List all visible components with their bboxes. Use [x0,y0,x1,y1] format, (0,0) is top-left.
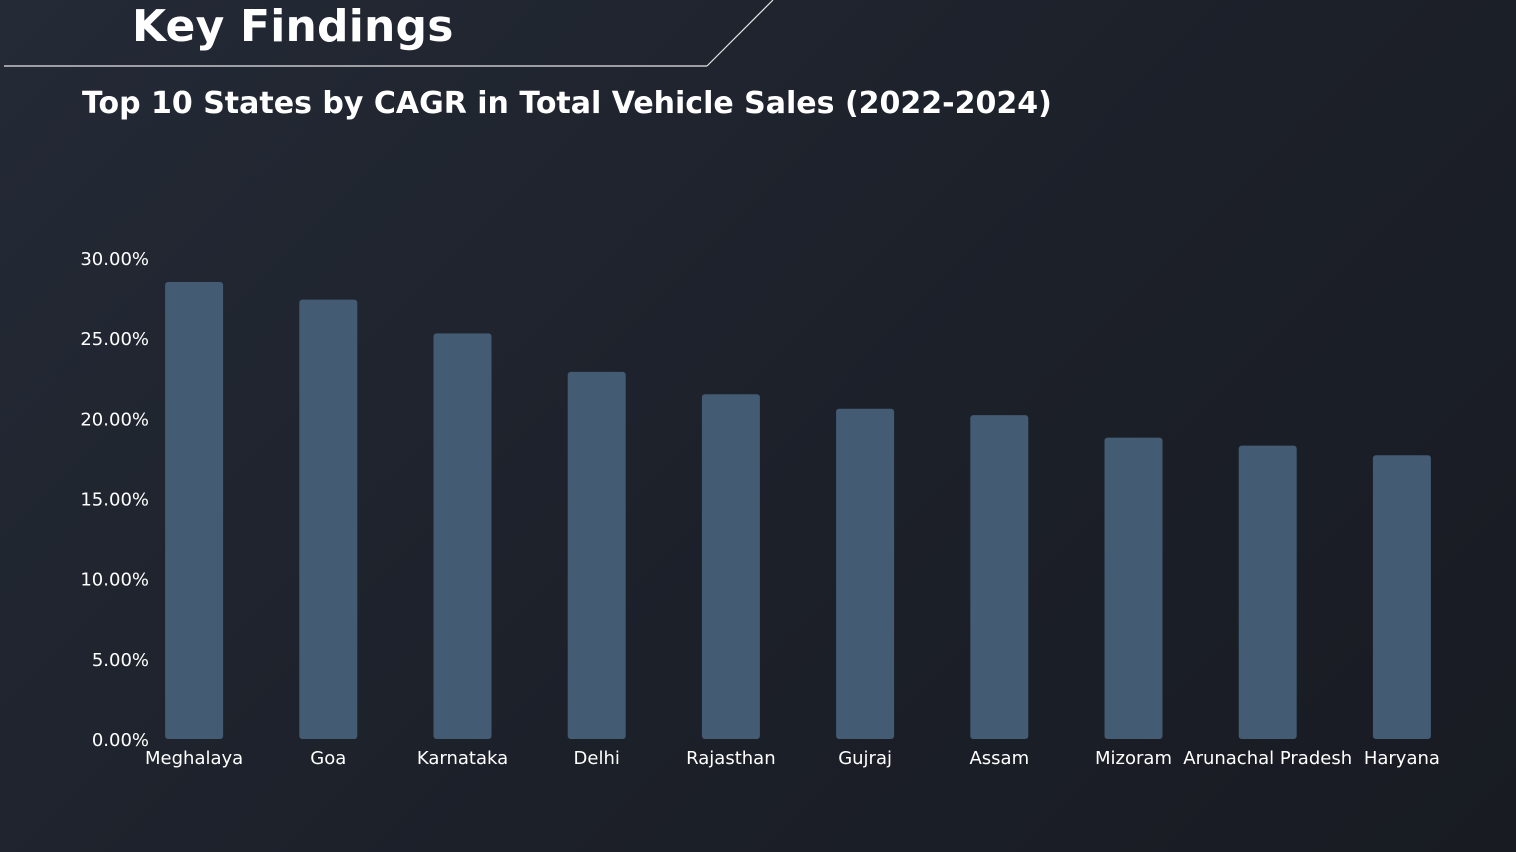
bar-karnataka [433,333,492,739]
x-tick-label: Meghalaya [145,748,243,769]
x-tick-label: Assam [969,748,1029,769]
x-tick-label: Karnataka [417,748,508,769]
y-axis-ticks: 0.00% 5.00% 10.00% 15.00% 20.00% 25.00% 30.00% [80,249,149,751]
bars [165,282,1431,739]
x-tick-label: Gujraj [838,748,892,769]
x-tick-label: Goa [310,748,346,769]
y-tick-label: 5.00% [92,650,149,671]
bar-arunachal-pradesh [1238,445,1297,739]
x-tick-label: Delhi [574,748,620,769]
page-heading: Key Findings [132,1,454,52]
chart-title: Top 10 States by CAGR in Total Vehicle S… [82,86,1052,121]
bar-mizoram [1104,437,1163,739]
y-tick-label: 0.00% [92,730,149,751]
y-tick-label: 15.00% [80,490,149,511]
y-tick-label: 10.00% [80,570,149,591]
y-tick-label: 25.00% [80,329,149,350]
bar-delhi [567,371,626,739]
bar-goa [299,299,358,739]
bar-assam [970,415,1029,739]
x-tick-label: Arunachal Pradesh [1183,748,1352,769]
x-tick-label: Mizoram [1095,748,1172,769]
bar-gujraj [836,408,895,739]
bar-meghalaya [165,282,224,739]
x-axis-labels: Meghalaya Goa Karnataka Delhi Rajasthan Gujra… [145,748,1440,769]
bar-rajasthan [701,394,760,739]
y-tick-label: 30.00% [80,249,149,270]
x-tick-label: Rajasthan [686,748,775,769]
bar-haryana [1372,455,1431,739]
y-tick-label: 20.00% [80,409,149,430]
x-tick-label: Haryana [1364,748,1440,769]
